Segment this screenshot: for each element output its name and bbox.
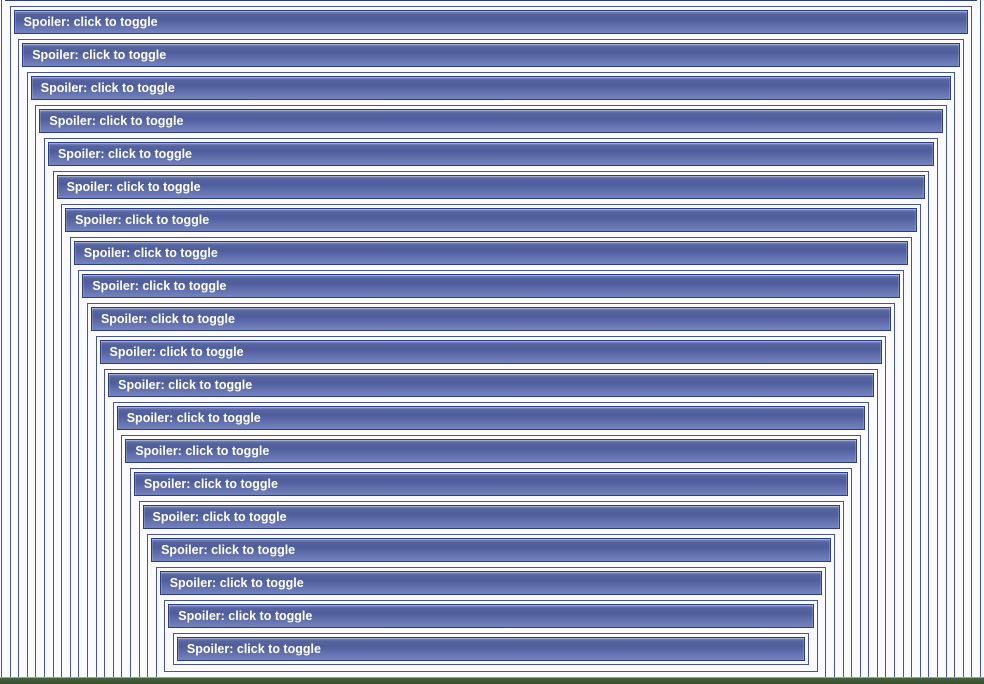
spoiler-content-box: Spoiler: click to toggle Spoiler: click t… xyxy=(26,72,956,684)
spoiler-content-box: Spoiler: click to toggle Spoiler: click t… xyxy=(164,600,818,672)
spoiler-toggle-bar[interactable]: Spoiler: click to toggle xyxy=(176,637,806,661)
spoiler-content-box: Spoiler: click to toggle Spoiler: click t… xyxy=(9,6,973,684)
spoiler-toggle-bar[interactable]: Spoiler: click to toggle xyxy=(142,505,840,529)
spoiler-content-box: Spoiler: click to toggle Spoiler: click t… xyxy=(61,204,921,684)
spoiler-content-box: Spoiler: click to toggle Spoiler: click t… xyxy=(147,534,835,684)
spoiler-content-box: Spoiler: click to toggle Spoiler: click t… xyxy=(18,39,964,684)
spoiler-toggle-bar[interactable]: Spoiler: click to toggle xyxy=(30,76,952,100)
spoiler-content-box: Spoiler: click to toggle Spoiler: click t… xyxy=(112,402,870,684)
spoiler-toggle-bar[interactable]: Spoiler: click to toggle xyxy=(108,373,874,397)
spoiler-toggle-bar[interactable]: Spoiler: click to toggle xyxy=(56,175,926,199)
spoiler-toggle-bar[interactable]: Spoiler: click to toggle xyxy=(99,340,883,364)
spoiler-content-box: Spoiler: click to toggle Spoiler: click t… xyxy=(121,435,861,684)
spoiler-content-box: Spoiler: click to toggle Spoiler: click t… xyxy=(35,105,947,684)
spoiler-content-box: Spoiler: click to toggle Spoiler: click t… xyxy=(43,138,939,684)
spoiler-toggle-bar[interactable]: Spoiler: click to toggle xyxy=(47,142,935,166)
spoiler-content-box: Spoiler: click to toggle Spoiler: click t… xyxy=(95,336,887,684)
spoiler-toggle-bar[interactable]: Spoiler: click to toggle xyxy=(82,274,900,298)
spoiler-toggle-bar[interactable]: Spoiler: click to toggle xyxy=(159,571,823,595)
spoiler-content-box: Spoiler: click to toggle xyxy=(172,633,810,665)
spoiler-toggle-bar[interactable]: Spoiler: click to toggle xyxy=(65,208,917,232)
spoiler-content-box: Spoiler: click to toggle Spoiler: click t… xyxy=(69,237,913,684)
spoiler-toggle-bar[interactable]: Spoiler: click to toggle xyxy=(168,604,814,628)
spoiler-content-box: Spoiler: click to toggle Spoiler: click t… xyxy=(129,468,853,684)
spoiler-toggle-bar[interactable]: Spoiler: click to toggle xyxy=(90,307,892,331)
spoiler-toggle-bar[interactable]: Spoiler: click to toggle xyxy=(125,439,857,463)
page-bottom-edge xyxy=(0,677,984,684)
spoiler-toggle-bar[interactable]: Spoiler: click to toggle xyxy=(73,241,909,265)
spoiler-content-box: Spoiler: click to toggle Spoiler: click t… xyxy=(52,171,930,684)
spoiler-toggle-bar[interactable]: Spoiler: click to toggle xyxy=(116,406,866,430)
spoiler-content-box: Spoiler: click to toggle Spoiler: click t… xyxy=(104,369,878,684)
spoiler-content-box: Spoiler: click to toggle Spoiler: click t… xyxy=(155,567,827,679)
spoiler-content-box: Spoiler: click to toggle Spoiler: click t… xyxy=(138,501,844,684)
spoiler-toggle-bar[interactable]: Spoiler: click to toggle xyxy=(39,109,943,133)
spoiler-content-box: Spoiler: click to toggle Spoiler: click t… xyxy=(86,303,896,684)
spoiler-content-box: Spoiler: click to toggle Spoiler: click t… xyxy=(78,270,904,684)
spoiler-toggle-bar[interactable]: Spoiler: click to toggle xyxy=(151,538,831,562)
spoiler-toggle-bar[interactable]: Spoiler: click to toggle xyxy=(22,43,960,67)
spoiler-toggle-bar[interactable]: Spoiler: click to toggle xyxy=(5,0,977,1)
spoiler-toggle-bar[interactable]: Spoiler: click to toggle xyxy=(133,472,849,496)
spoiler-toggle-bar[interactable]: Spoiler: click to toggle xyxy=(13,10,969,34)
